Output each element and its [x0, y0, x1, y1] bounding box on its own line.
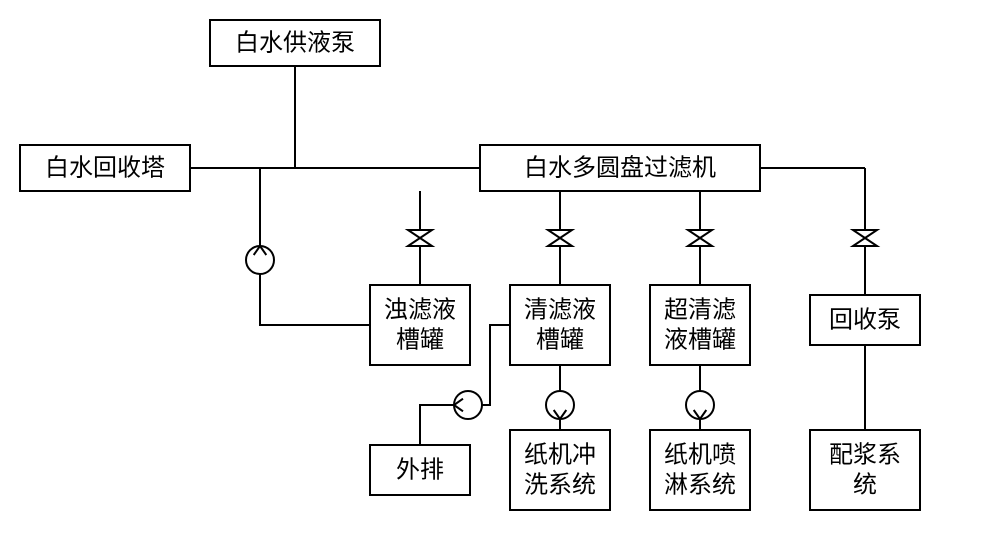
svg-text:白水多圆盘过滤机: 白水多圆盘过滤机 [524, 155, 716, 182]
svg-text:槽罐: 槽罐 [396, 327, 444, 354]
svg-text:清滤液: 清滤液 [524, 297, 596, 324]
svg-text:洗系统: 洗系统 [524, 472, 596, 499]
svg-text:统: 统 [853, 472, 877, 499]
svg-text:淋系统: 淋系统 [664, 472, 736, 499]
node-recovery_pump: 回收泵 [810, 295, 920, 345]
node-turbid_tank: 浊滤液槽罐 [370, 285, 470, 365]
svg-text:外排: 外排 [396, 457, 444, 484]
node-mix_sys: 配浆系统 [810, 430, 920, 510]
svg-text:液槽罐: 液槽罐 [664, 327, 736, 354]
svg-text:白水供液泵: 白水供液泵 [235, 30, 355, 57]
node-disc_filter: 白水多圆盘过滤机 [480, 145, 760, 191]
svg-text:纸机冲: 纸机冲 [524, 442, 596, 469]
svg-text:配浆系: 配浆系 [829, 442, 901, 469]
node-supply_pump: 白水供液泵 [210, 20, 380, 66]
turbid-recycle [260, 168, 370, 325]
node-clear_tank: 清滤液槽罐 [510, 285, 610, 365]
node-flush_sys: 纸机冲洗系统 [510, 430, 610, 510]
node-discharge: 外排 [370, 445, 470, 495]
svg-text:回收泵: 回收泵 [829, 307, 901, 334]
node-recovery_tower: 白水回收塔 [20, 145, 190, 191]
svg-text:纸机喷: 纸机喷 [664, 442, 736, 469]
node-spray_sys: 纸机喷淋系统 [650, 430, 750, 510]
svg-text:槽罐: 槽罐 [536, 327, 584, 354]
flow-diagram: 白水供液泵白水回收塔白水多圆盘过滤机浊滤液槽罐清滤液槽罐超清滤液槽罐回收泵外排纸… [0, 0, 1000, 537]
node-ultra_tank: 超清滤液槽罐 [650, 285, 750, 365]
svg-text:白水回收塔: 白水回收塔 [45, 155, 165, 182]
svg-text:超清滤: 超清滤 [664, 297, 736, 324]
svg-text:浊滤液: 浊滤液 [384, 297, 456, 324]
